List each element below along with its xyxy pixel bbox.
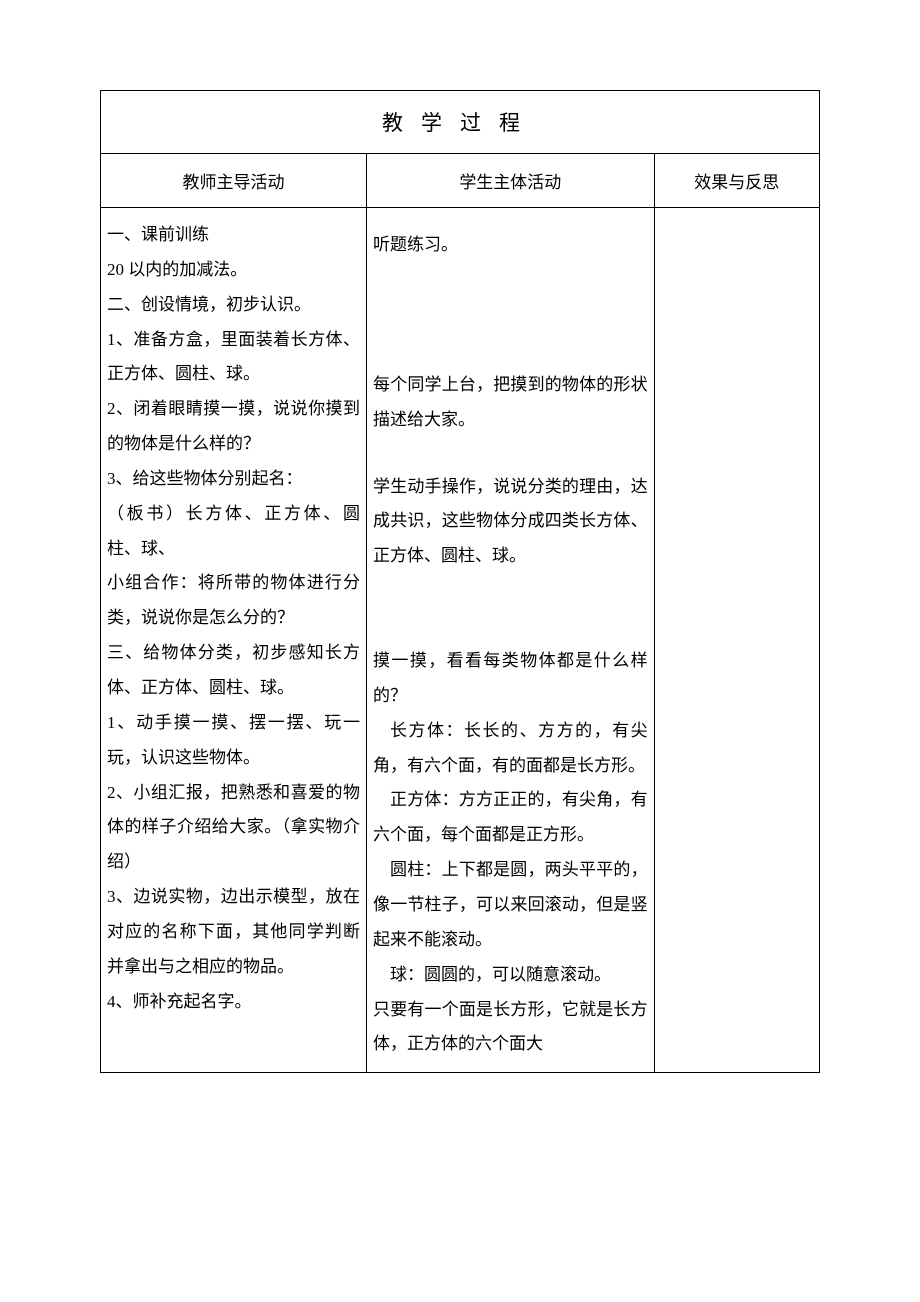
title-row: 教学过程	[101, 91, 820, 154]
teacher-section3-line1: 1、动手摸一摸、摆一摆、玩一玩，认识这些物体。	[107, 706, 360, 776]
header-row: 教师主导活动 学生主体活动 效果与反思	[101, 154, 820, 208]
teacher-section1-line1: 20 以内的加减法。	[107, 253, 360, 288]
teacher-section3-line4: 4、师补充起名字。	[107, 985, 360, 1020]
spacer	[373, 263, 648, 368]
header-effect: 效果与反思	[654, 154, 819, 208]
student-activities-cell: 听题练习。 每个同学上台，把摸到的物体的形状描述给大家。 学生动手操作，说说分类…	[367, 208, 655, 1073]
teacher-section3-line2: 2、小组汇报，把熟悉和喜爱的物体的样子介绍给大家。（拿实物介绍）	[107, 776, 360, 881]
content-row: 一、课前训练 20 以内的加减法。 二、创设情境，初步认识。 1、准备方盒，里面…	[101, 208, 820, 1073]
teacher-section3-title: 三、给物体分类，初步感知长方体、正方体、圆柱、球。	[107, 636, 360, 706]
spacer	[373, 438, 648, 470]
student-line1: 听题练习。	[373, 228, 648, 263]
header-teacher: 教师主导活动	[101, 154, 367, 208]
table-title: 教学过程	[101, 91, 820, 154]
student-line9: 只要有一个面是长方形，它就是长方体，正方体的六个面大	[373, 993, 648, 1063]
lesson-plan-table: 教学过程 教师主导活动 学生主体活动 效果与反思 一、课前训练 20 以内的加减…	[100, 90, 820, 1073]
effect-reflection-cell	[654, 208, 819, 1073]
teacher-section2-line3: 3、给这些物体分别起名：	[107, 462, 360, 497]
student-line8: 球：圆圆的，可以随意滚动。	[373, 958, 648, 993]
spacer	[373, 218, 648, 228]
teacher-section2-line4: （板书）长方体、正方体、圆柱、球、	[107, 497, 360, 567]
student-line5: 长方体：长长的、方方的，有尖角，有六个面，有的面都是长方形。	[373, 714, 648, 784]
student-line6: 正方体：方方正正的，有尖角，有六个面，每个面都是正方形。	[373, 783, 648, 853]
teacher-section2-line5: 小组合作：将所带的物体进行分类，说说你是怎么分的？	[107, 566, 360, 636]
teacher-activities-cell: 一、课前训练 20 以内的加减法。 二、创设情境，初步认识。 1、准备方盒，里面…	[101, 208, 367, 1073]
teacher-section1-title: 一、课前训练	[107, 218, 360, 253]
student-line4: 摸一摸，看看每类物体都是什么样的？	[373, 644, 648, 714]
teacher-section3-line3: 3、边说实物，边出示模型，放在对应的名称下面，其他同学判断并拿出与之相应的物品。	[107, 880, 360, 985]
student-line7: 圆柱：上下都是圆，两头平平的，像一节柱子，可以来回滚动，但是竖起来不能滚动。	[373, 853, 648, 958]
header-student: 学生主体活动	[367, 154, 655, 208]
student-line2: 每个同学上台，把摸到的物体的形状描述给大家。	[373, 368, 648, 438]
student-line3: 学生动手操作，说说分类的理由，达成共识，这些物体分成四类长方体、正方体、圆柱、球…	[373, 470, 648, 575]
teacher-section2-line1: 1、准备方盒，里面装着长方体、正方体、圆柱、球。	[107, 323, 360, 393]
spacer	[373, 574, 648, 644]
teacher-section2-title: 二、创设情境，初步认识。	[107, 288, 360, 323]
teacher-section2-line2: 2、闭着眼睛摸一摸，说说你摸到的物体是什么样的？	[107, 392, 360, 462]
